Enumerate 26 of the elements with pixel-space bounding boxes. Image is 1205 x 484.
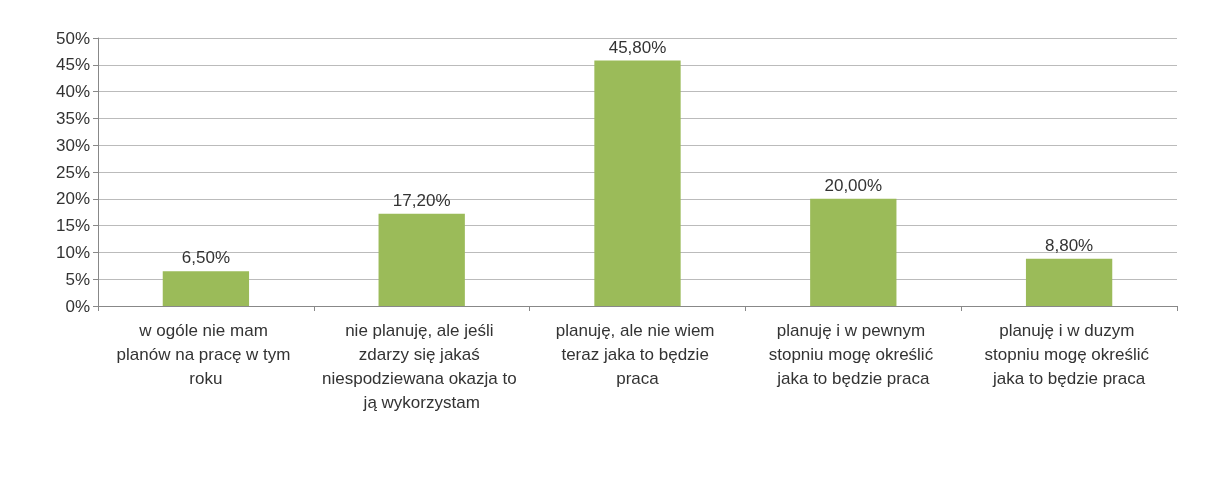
data-label: 8,80%: [1045, 235, 1094, 255]
bar: [162, 271, 250, 306]
y-tick-label: 45%: [55, 55, 90, 75]
x-tick-label: nie planuję, ale jeśli zdarzy się jakaś niespodziewana okazja to ją wykorzystam: [321, 320, 522, 412]
data-label: 17,20%: [392, 190, 451, 210]
bar: [594, 60, 681, 306]
x-tick-label: planuję i w duzym stopniu mogę określić jaka to będzie praca: [984, 320, 1154, 388]
y-tick-label: 20%: [55, 189, 90, 209]
y-tick-label: 5%: [65, 269, 90, 289]
y-tick-label: 15%: [55, 216, 90, 236]
bar: [378, 213, 465, 306]
x-tick-label: planuję, ale nie wiem teraz jaka to będzie praca: [555, 320, 720, 388]
y-tick-label: 50%: [55, 28, 90, 48]
y-tick-label: 30%: [55, 135, 90, 155]
x-tick-label: w ogóle nie mam planów na pracę w tym roku: [116, 320, 296, 388]
data-label: 20,00%: [824, 175, 883, 195]
y-tick-label: 10%: [55, 242, 90, 262]
y-tick-label: 25%: [55, 162, 90, 182]
bar: [1025, 258, 1113, 306]
y-tick-label: 35%: [55, 108, 90, 128]
x-tick-label: planuję i w pewnym stopniu mogę określić jaka to będzie praca: [768, 320, 938, 388]
bar: [810, 198, 897, 306]
y-tick-label: 40%: [55, 82, 90, 102]
data-label: 6,50%: [181, 248, 230, 268]
y-tick-label: 0%: [65, 296, 90, 316]
data-label: 45,80%: [608, 37, 667, 57]
